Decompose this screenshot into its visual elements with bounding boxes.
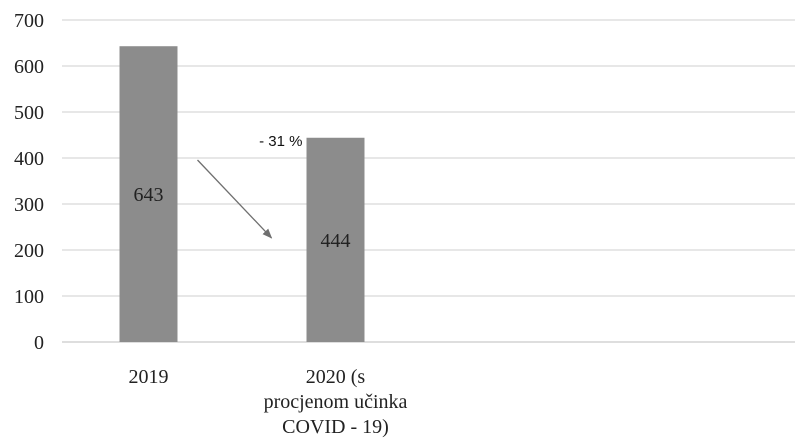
bar-2020 — [306, 137, 365, 342]
data-label: 643 — [134, 184, 164, 206]
x-category-label-line: procjenom učinka — [264, 391, 408, 413]
data-label: 444 — [321, 230, 351, 252]
x-category-label-line: 2020 (s — [306, 366, 366, 388]
percent-change-label: - 31 % — [259, 133, 302, 150]
y-tick-label: 700 — [14, 10, 44, 32]
y-tick-label: 0 — [34, 332, 44, 354]
y-tick-label: 100 — [14, 286, 44, 308]
x-category-label: 2019 — [129, 366, 169, 388]
y-tick-label: 200 — [14, 240, 44, 262]
data-labels: 643 444 — [134, 184, 351, 252]
change-annotation: - 31 % — [197, 133, 303, 239]
x-category-label-line: COVID - 19) — [282, 416, 389, 438]
y-tick-label: 300 — [14, 194, 44, 216]
y-tick-label: 600 — [14, 56, 44, 78]
decrease-arrow — [197, 159, 273, 239]
y-tick-label: 500 — [14, 102, 44, 124]
y-axis-ticks: 0 100 200 300 400 500 600 700 — [14, 10, 44, 354]
gridlines — [62, 19, 795, 343]
x-category-label: 2020 (s procjenom učinka COVID - 19) — [264, 366, 408, 438]
x-axis-categories: 2019 2020 (s procjenom učinka COVID - 19) — [129, 366, 408, 438]
x-category-label-line: 2019 — [129, 366, 169, 388]
y-tick-label: 400 — [14, 148, 44, 170]
bar-2019 — [119, 46, 178, 342]
bars — [119, 46, 365, 342]
